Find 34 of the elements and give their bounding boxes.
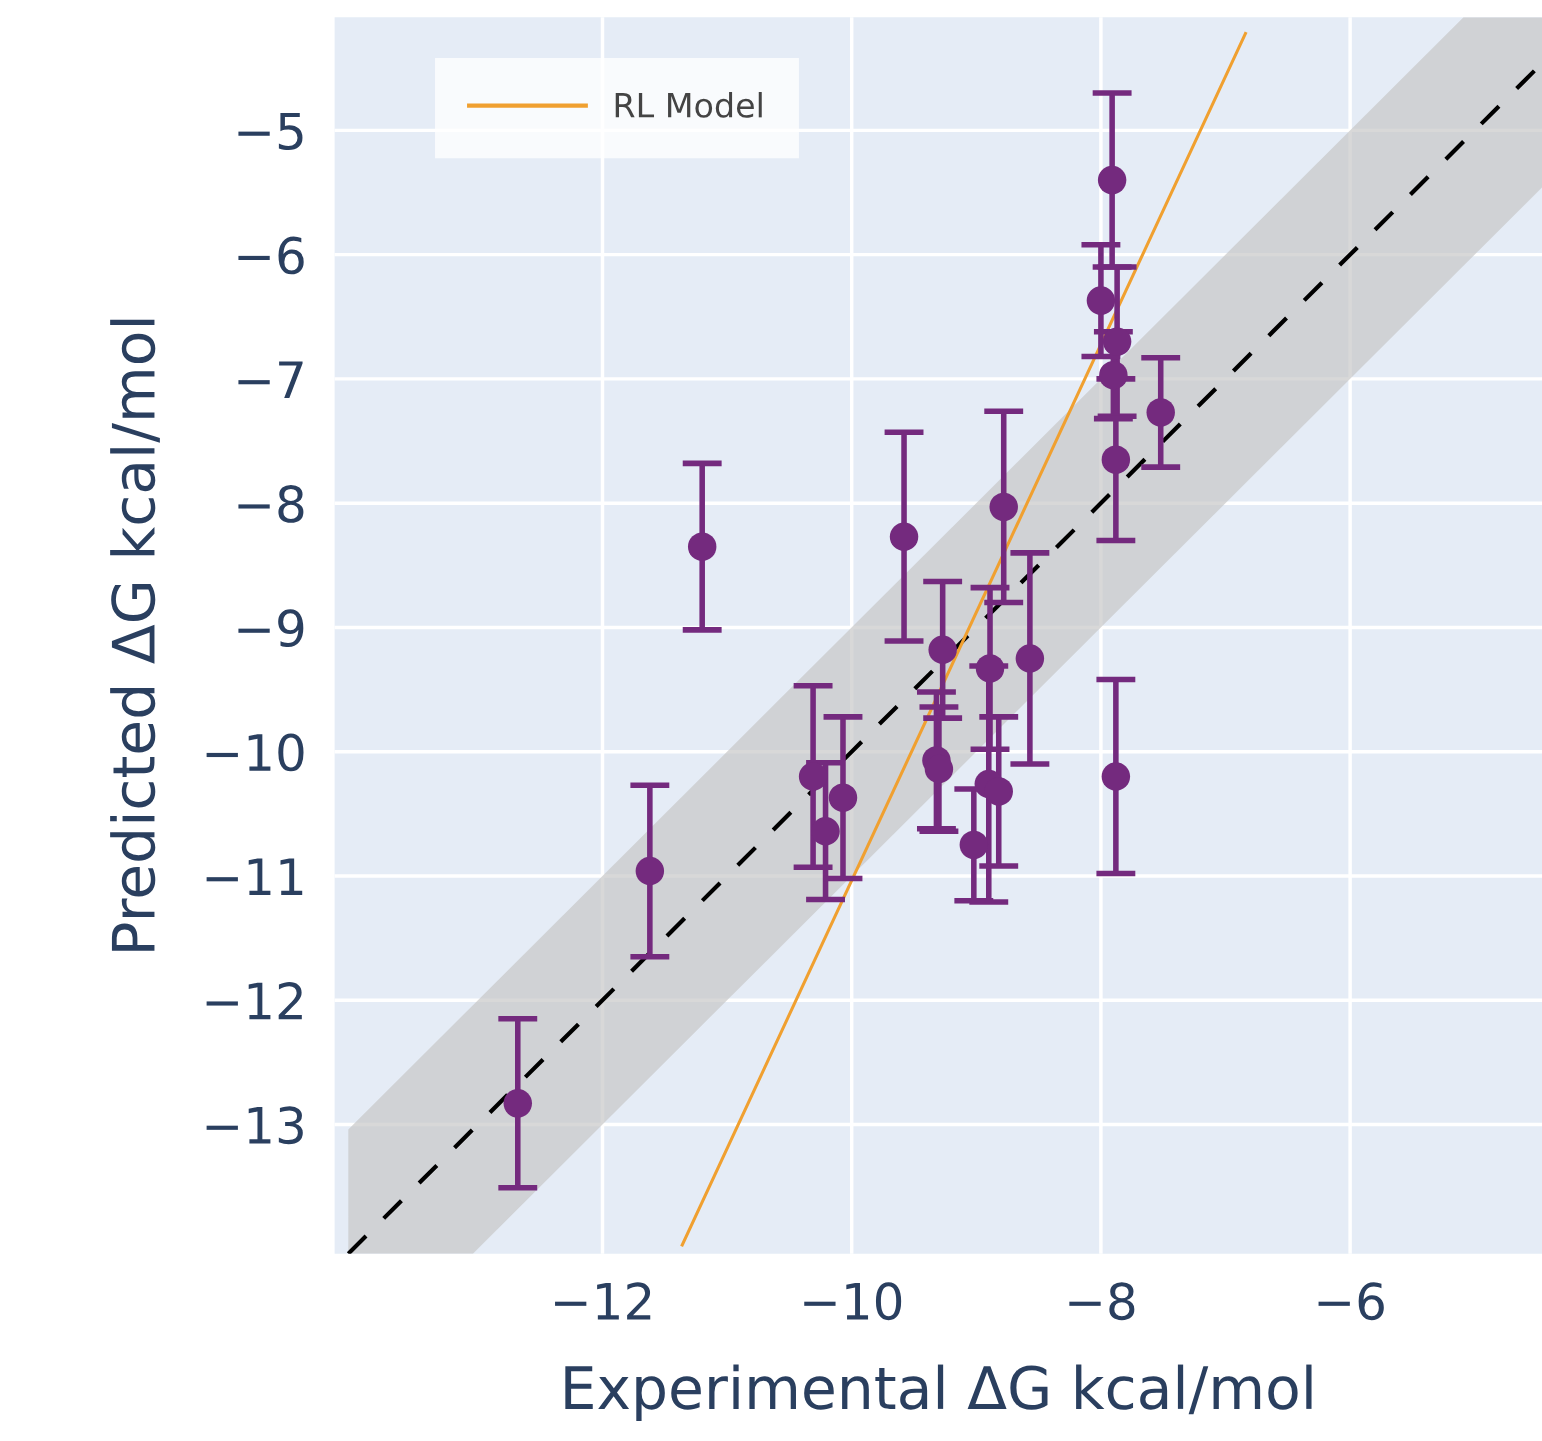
point (1101, 445, 1131, 474)
x-tick-label: −10 (804, 1282, 902, 1321)
point (1102, 327, 1132, 356)
y-tick-label: −5 (238, 112, 303, 151)
point (959, 830, 989, 860)
y-tick-label: −9 (238, 609, 304, 648)
y-tick-label: −10 (206, 733, 304, 772)
x-tick-label: −8 (1069, 1282, 1135, 1321)
y-tick-label: −8 (238, 485, 304, 523)
point (928, 635, 957, 664)
x-axis-title: Experimental ΔG kcal/mol (565, 1364, 1312, 1422)
x-tick-label: −12 (555, 1282, 651, 1320)
point (503, 1089, 533, 1118)
point (889, 522, 919, 551)
y-axis-title: Predicted ΔG kcal/mol (110, 319, 160, 951)
legend-label: RL Model (615, 92, 762, 118)
point (984, 777, 1013, 806)
y-tick-label: −13 (206, 1106, 303, 1145)
y-tick-label: −12 (206, 982, 302, 1020)
point (1146, 398, 1175, 427)
point (975, 654, 1005, 683)
point (1015, 644, 1045, 673)
point (1086, 286, 1116, 315)
point (989, 492, 1018, 522)
point (1097, 165, 1127, 195)
point (635, 856, 665, 886)
x-tick-label: −6 (1318, 1282, 1384, 1321)
y-tick-label: −6 (238, 236, 304, 275)
point (1101, 762, 1131, 791)
y-tick-label: −7 (238, 361, 303, 398)
point (828, 783, 858, 812)
point (687, 532, 717, 561)
y-tick-label: −11 (206, 858, 303, 895)
point (1099, 360, 1128, 390)
